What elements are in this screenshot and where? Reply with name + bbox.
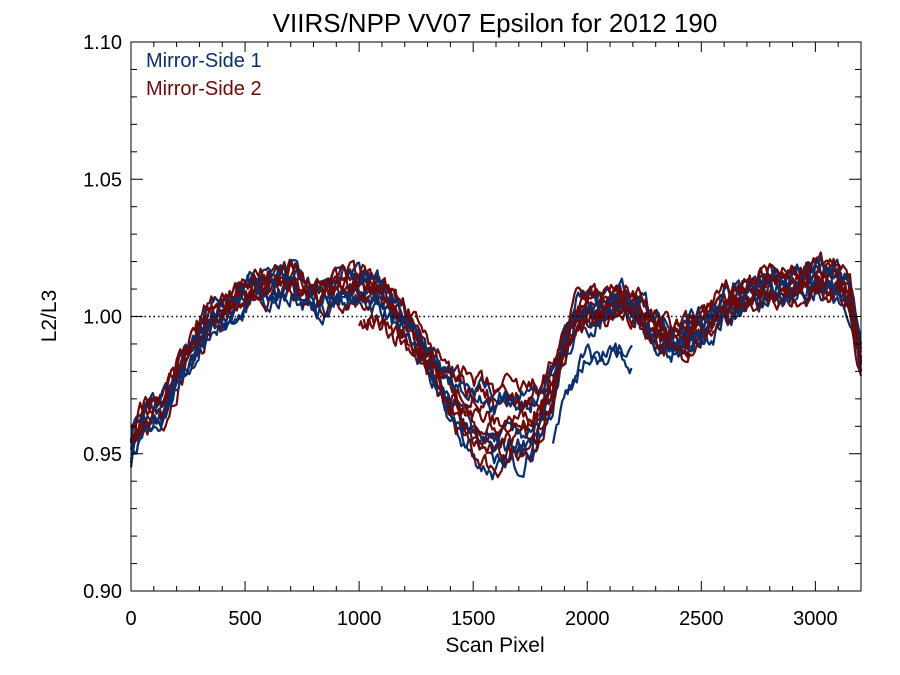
x-tick-label: 0: [125, 608, 136, 630]
x-tick-label: 2500: [679, 608, 724, 630]
x-axis-label: Scan Pixel: [445, 634, 544, 657]
series-line-mirror-side-2: [130, 266, 863, 444]
y-tick-label: 1.05: [83, 169, 122, 191]
legend-entry-mirror-side-2: Mirror-Side 2: [146, 78, 262, 100]
x-tick-label: 500: [228, 608, 261, 630]
x-tick-label: 3000: [793, 608, 838, 630]
x-tick-label: 1000: [337, 608, 382, 630]
axis-ticks: 0 500 1000 1500 2000 2500 3000 0.90 0.95 1.00 1.05…: [83, 32, 861, 630]
y-axis-label: L2/L3: [38, 290, 61, 343]
y-tick-label: 1.00: [83, 307, 122, 329]
y-tick-label: 0.90: [83, 581, 122, 603]
y-tick-label: 0.95: [83, 444, 122, 466]
x-tick-label: 2000: [565, 608, 610, 630]
series-line-mirror-side-1: [564, 342, 633, 393]
series-lines: [129, 251, 863, 481]
chart-title: VIIRS/NPP VV07 Epsilon for 2012 190: [273, 8, 718, 38]
series-line-mirror-side-2: [130, 251, 863, 429]
series-line-mirror-side-1: [130, 274, 862, 450]
legend-entry-mirror-side-1: Mirror-Side 1: [146, 50, 262, 72]
y-tick-label: 1.10: [83, 32, 122, 54]
x-tick-label: 1500: [451, 608, 496, 630]
series-line-mirror-side-2: [358, 280, 863, 462]
